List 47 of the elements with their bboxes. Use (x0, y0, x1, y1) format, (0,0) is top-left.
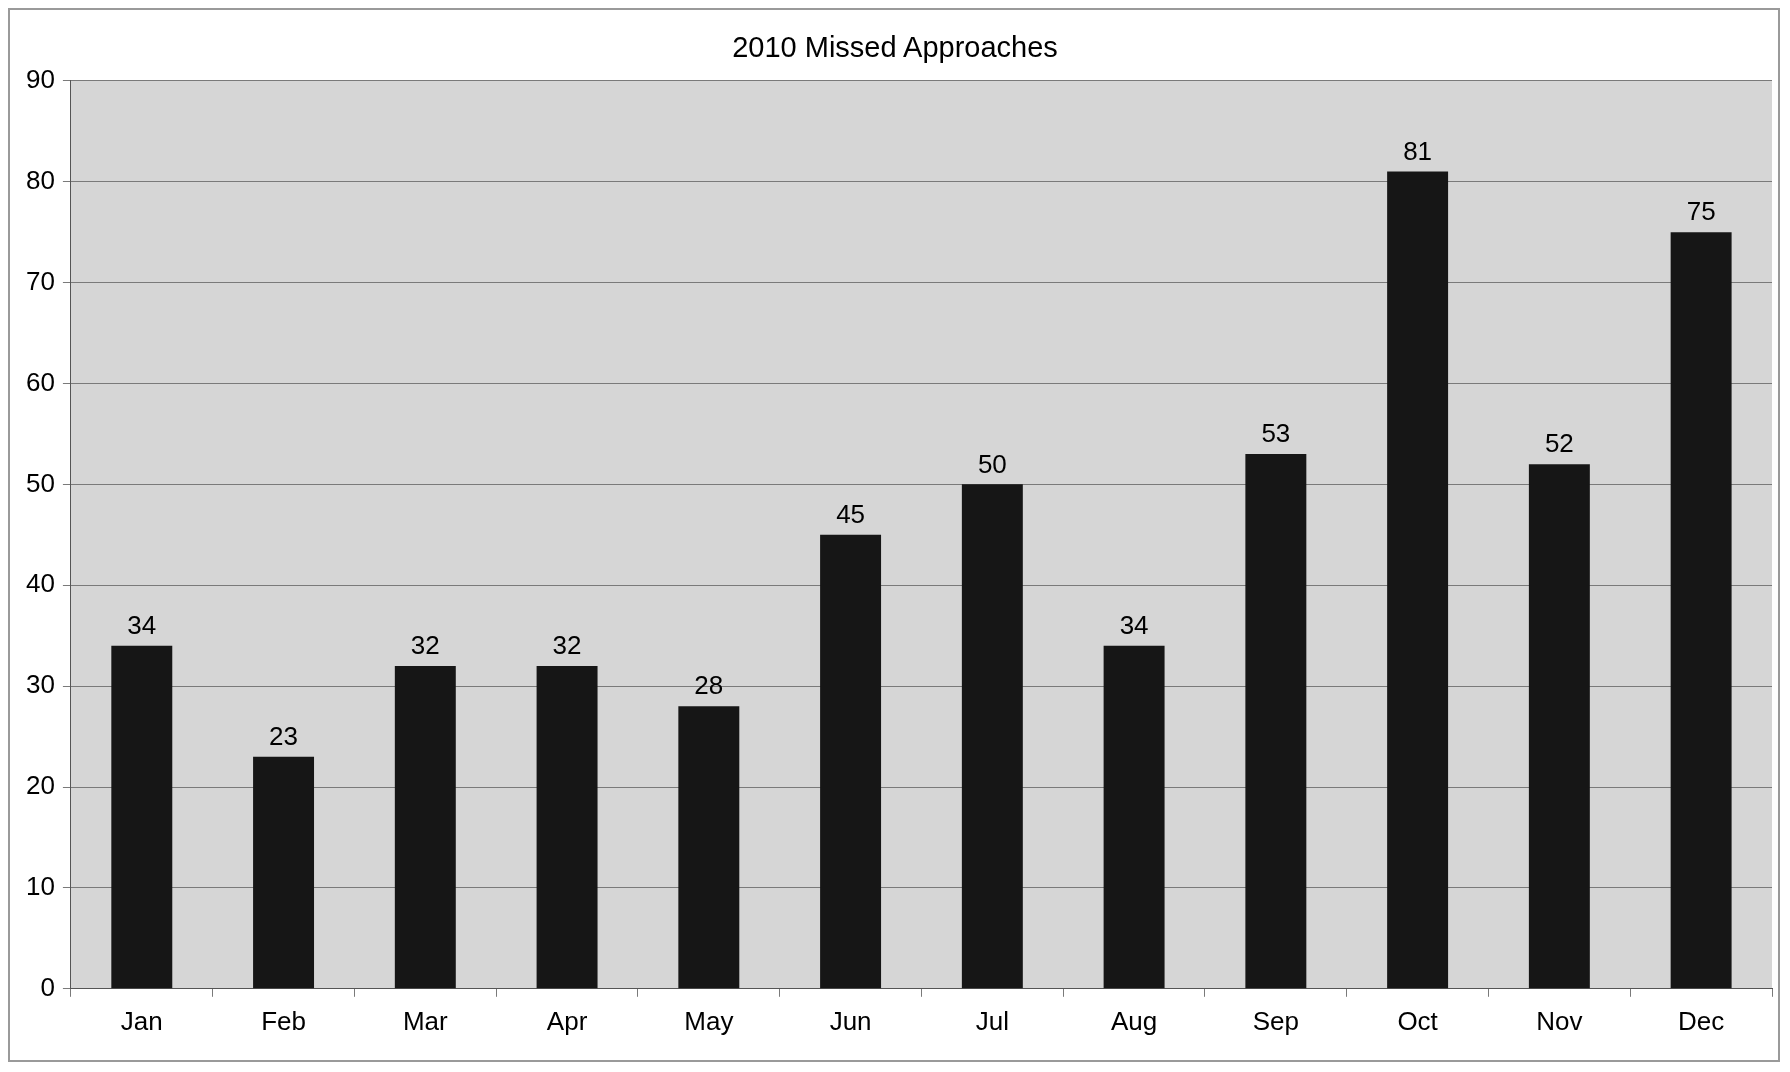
x-tick-label: Mar (402, 1005, 449, 1036)
bar (1245, 454, 1307, 989)
y-tick-label: 60 (26, 366, 55, 397)
x-tick-label: Aug (1110, 1005, 1158, 1036)
data-label: 34 (1119, 609, 1149, 640)
x-tick-label: Jul (975, 1005, 1009, 1036)
data-label: 52 (1544, 428, 1574, 459)
bar (394, 665, 456, 989)
bar (1103, 645, 1165, 989)
bar (1528, 464, 1590, 989)
x-tick-label: Sep (1252, 1005, 1299, 1036)
data-label: 23 (269, 720, 299, 751)
y-tick-label: 70 (26, 265, 55, 296)
data-label: 50 (977, 448, 1007, 479)
y-tick-label: 30 (26, 669, 55, 700)
data-label: 45 (836, 498, 866, 529)
bar (253, 756, 315, 989)
bar (111, 645, 173, 989)
bar (820, 534, 882, 989)
y-tick-label: 40 (26, 568, 55, 599)
data-label: 32 (552, 630, 582, 661)
y-tick-label: 50 (26, 467, 55, 498)
y-tick-label: 20 (26, 770, 55, 801)
data-label: 28 (694, 670, 724, 701)
y-tick-label: 80 (26, 164, 55, 195)
bar (1387, 171, 1449, 989)
data-label: 75 (1686, 196, 1716, 227)
x-tick-label: Jan (120, 1005, 163, 1036)
bar (678, 706, 740, 989)
y-tick-label: 0 (40, 971, 55, 1002)
data-label: 81 (1403, 135, 1433, 166)
chart-title: 2010 Missed Approaches (732, 31, 1058, 64)
x-tick-label: Dec (1678, 1005, 1725, 1036)
x-tick-label: May (684, 1005, 734, 1036)
x-tick-label: Jun (829, 1005, 872, 1036)
bar (536, 665, 598, 989)
data-label: 34 (127, 609, 157, 640)
x-tick-label: Oct (1397, 1005, 1439, 1036)
x-tick-label: Apr (546, 1005, 588, 1036)
y-tick-label: 10 (26, 871, 55, 902)
bar (961, 484, 1023, 989)
y-tick-label: 90 (26, 63, 55, 94)
x-tick-label: Feb (261, 1005, 306, 1036)
x-tick-label: Nov (1536, 1005, 1583, 1036)
bar (1670, 232, 1732, 989)
data-label: 32 (410, 630, 440, 661)
data-label: 53 (1261, 418, 1291, 449)
